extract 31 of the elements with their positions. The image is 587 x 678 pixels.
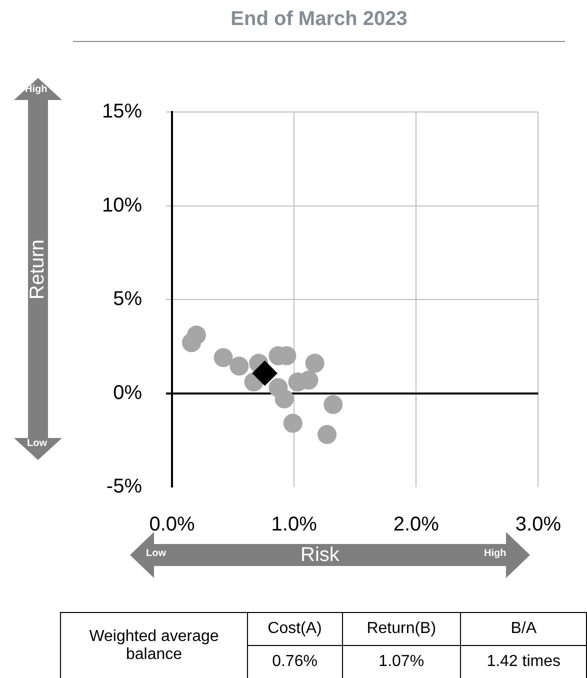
point (214, 348, 233, 368)
text: High (484, 548, 506, 559)
text: Low (27, 438, 47, 449)
x-tick-label: 3.0% (515, 514, 562, 536)
text: 0.76% (248, 646, 342, 678)
y-tick-label: 5% (113, 288, 142, 310)
text: 1.42 times (460, 646, 586, 678)
text: Low (146, 548, 166, 559)
text: Return(B) (342, 612, 461, 646)
point (283, 414, 302, 433)
y-axis-title: Return (26, 239, 50, 300)
point (252, 360, 278, 386)
x-tick-label: 2.0% (393, 514, 440, 536)
text: Cost(A) (248, 612, 342, 646)
text: 1.07% (342, 646, 461, 678)
text: B/A (460, 612, 586, 646)
point (324, 395, 343, 414)
point (274, 389, 294, 408)
point (186, 326, 206, 345)
y-tick-label: 15% (102, 100, 142, 123)
y-tick-label: -5% (106, 476, 142, 498)
x-axis-title: Risk (300, 544, 340, 566)
y-tick-label: 0% (113, 382, 142, 404)
text: Weighted average balance (60, 612, 248, 678)
x-tick-label: 1.0% (271, 514, 318, 536)
point (318, 425, 337, 444)
chart-title: End of March 2023 (73, 8, 565, 42)
y-tick-label: 10% (102, 194, 142, 216)
x-tick-label: 0.0% (149, 514, 196, 536)
point (305, 354, 324, 373)
point (230, 356, 249, 376)
